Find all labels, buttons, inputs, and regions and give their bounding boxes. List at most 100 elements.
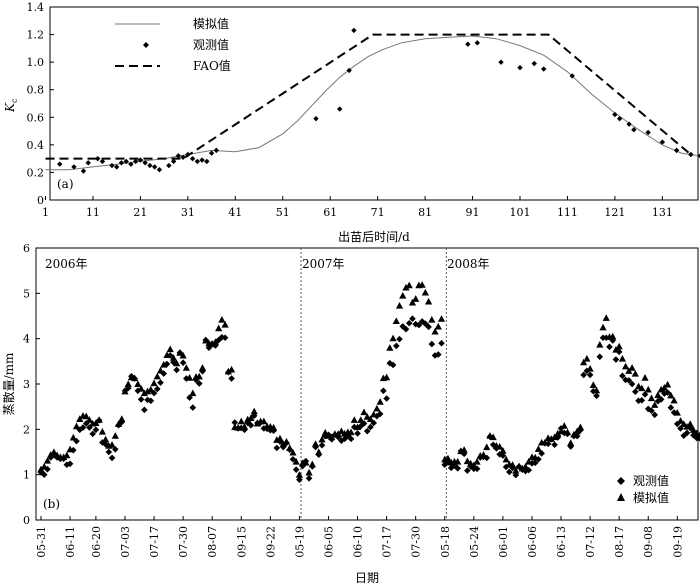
- legend-swatch-observed-b: [617, 477, 625, 485]
- data-point-observed: [170, 158, 177, 165]
- data-point-simulated: [318, 435, 326, 443]
- data-point-simulated: [347, 428, 355, 436]
- data-point-simulated: [124, 380, 132, 388]
- data-point-observed: [347, 435, 355, 443]
- data-point-observed: [569, 73, 575, 79]
- data-point-observed: [560, 429, 568, 437]
- data-point-observed: [147, 162, 153, 169]
- data-point-observed: [132, 158, 139, 165]
- data-point-observed: [363, 427, 371, 435]
- data-point-simulated: [173, 359, 181, 367]
- data-point-simulated: [421, 288, 429, 296]
- data-point-simulated: [644, 385, 652, 393]
- x-tick-label-a: 81: [418, 206, 432, 219]
- data-point-observed: [189, 155, 196, 162]
- data-point-simulated: [573, 427, 581, 435]
- data-point-simulated: [508, 461, 517, 468]
- data-point-observed: [37, 469, 45, 476]
- data-point-observed: [412, 320, 419, 328]
- data-point-simulated: [383, 373, 391, 381]
- data-point-observed: [457, 447, 465, 455]
- data-point-observed: [428, 340, 436, 348]
- x-tick-label-a: 11: [86, 206, 100, 219]
- data-point-observed: [586, 371, 594, 379]
- data-point-observed: [105, 448, 113, 456]
- x-axis-title-b: 日期: [355, 571, 379, 585]
- data-point-observed: [270, 427, 277, 434]
- data-point-observed: [425, 323, 432, 331]
- x-tick-label-b: 07-17: [148, 526, 161, 558]
- data-point-observed: [544, 440, 552, 448]
- data-point-observed: [292, 466, 300, 473]
- x-tick-label-b: 05-18: [439, 526, 452, 558]
- data-point-observed: [99, 158, 106, 165]
- year-label-1: 2006年: [45, 257, 88, 271]
- x-tick-label-a: 31: [181, 206, 195, 219]
- data-point-observed: [215, 336, 222, 344]
- data-point-simulated: [247, 414, 255, 422]
- data-point-simulated: [641, 374, 649, 381]
- data-point-observed: [151, 164, 158, 170]
- data-point-observed: [641, 391, 649, 398]
- x-tick-label-a: 21: [133, 206, 147, 219]
- data-point-simulated: [576, 423, 585, 431]
- data-point-observed: [373, 412, 381, 420]
- data-point-observed: [667, 404, 675, 411]
- x-tick-label-b: 08-07: [206, 526, 219, 558]
- data-point-observed: [631, 126, 637, 133]
- data-point-observed: [380, 387, 387, 395]
- x-tick-label-b: 05-24: [468, 526, 481, 558]
- data-point-simulated: [502, 455, 510, 463]
- data-point-simulated: [399, 292, 407, 299]
- data-point-observed: [156, 166, 163, 173]
- x-tick-label-b: 06-20: [90, 526, 103, 558]
- data-point-observed: [645, 129, 651, 136]
- data-point-simulated: [373, 404, 381, 412]
- data-point-observed: [548, 436, 555, 443]
- data-point-observed: [615, 348, 623, 356]
- data-point-simulated: [647, 394, 656, 402]
- data-point-observed: [467, 463, 474, 470]
- data-point-simulated: [686, 420, 694, 427]
- data-point-observed: [376, 410, 384, 418]
- data-point-observed: [250, 412, 258, 420]
- data-point-observed: [489, 441, 497, 449]
- data-point-observed: [109, 162, 115, 169]
- y-axis-title-b: 蒸散量/mm: [1, 352, 16, 415]
- data-point-observed: [354, 430, 361, 437]
- y-tick-label-b: 3: [23, 378, 30, 391]
- data-point-observed: [336, 106, 343, 112]
- data-point-observed: [683, 429, 691, 437]
- data-point-observed: [134, 387, 142, 395]
- data-point-observed: [60, 455, 67, 463]
- data-point-observed: [486, 433, 494, 440]
- data-point-observed: [328, 436, 335, 443]
- data-point-observed: [644, 405, 652, 413]
- data-point-observed: [137, 396, 145, 403]
- x-tick-label-b: 09-15: [235, 526, 248, 558]
- data-point-simulated: [431, 327, 439, 335]
- data-point-observed: [241, 426, 248, 434]
- data-point-observed: [626, 121, 632, 127]
- data-point-observed: [50, 450, 58, 458]
- legend-swatch-simulated-b: [617, 493, 625, 501]
- y-tick-label-b: 0: [23, 514, 30, 527]
- data-point-simulated: [628, 364, 636, 371]
- data-point-simulated: [405, 281, 413, 289]
- data-point-simulated: [609, 332, 617, 340]
- data-point-observed: [257, 419, 264, 426]
- data-point-observed: [612, 356, 620, 363]
- data-point-simulated: [179, 351, 187, 359]
- data-point-simulated: [215, 324, 223, 332]
- data-point-simulated: [153, 372, 161, 380]
- data-point-observed: [318, 441, 326, 449]
- data-point-observed: [473, 465, 481, 473]
- data-point-simulated: [279, 440, 287, 447]
- x-tick-label-b: 09-08: [642, 526, 655, 558]
- legend-label-simulated-b: 模拟值: [633, 490, 669, 505]
- data-point-observed: [273, 444, 281, 452]
- x-tick-label-b: 05-19: [293, 526, 306, 558]
- legend-label-observed: 观测值: [193, 37, 229, 52]
- data-point-observed: [360, 420, 368, 427]
